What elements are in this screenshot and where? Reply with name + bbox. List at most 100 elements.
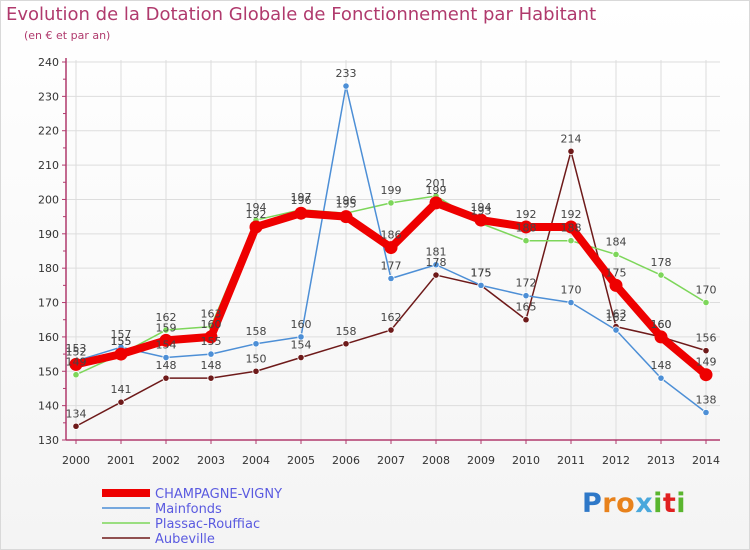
y-tick-label: 180 xyxy=(38,262,59,275)
data-point xyxy=(657,374,665,382)
data-point xyxy=(702,298,710,307)
data-label: 195 xyxy=(336,198,357,211)
data-label: 163 xyxy=(201,308,222,321)
data-label: 154 xyxy=(291,339,312,352)
logo-letter: x xyxy=(635,488,654,519)
data-point xyxy=(567,298,575,307)
data-label: 141 xyxy=(111,383,132,396)
y-tick-label: 190 xyxy=(38,228,59,241)
x-tick-label: 2013 xyxy=(647,454,675,467)
data-label: 175 xyxy=(471,266,492,279)
x-tick-label: 2001 xyxy=(107,454,135,467)
data-label: 175 xyxy=(471,266,492,279)
x-tick-label: 2006 xyxy=(332,454,360,467)
data-point xyxy=(702,408,710,417)
data-label: 153 xyxy=(66,342,87,355)
data-point xyxy=(249,220,263,234)
data-point xyxy=(207,350,215,358)
data-label: 193 xyxy=(471,205,492,218)
data-label: 162 xyxy=(156,311,177,324)
data-point xyxy=(702,347,710,355)
logo-letter: i xyxy=(676,488,687,519)
data-label: 186 xyxy=(381,229,402,242)
data-label: 155 xyxy=(201,335,222,348)
data-label: 170 xyxy=(561,284,582,297)
x-tick-label: 2003 xyxy=(197,454,225,467)
data-label: 138 xyxy=(696,394,717,407)
data-label: 157 xyxy=(111,328,132,341)
y-tick-label: 220 xyxy=(38,125,59,138)
data-point xyxy=(159,333,173,347)
data-label: 196 xyxy=(336,194,357,207)
data-point xyxy=(387,326,395,334)
y-tick-label: 130 xyxy=(38,434,59,447)
data-label: 172 xyxy=(516,277,537,290)
data-point xyxy=(342,340,350,348)
data-point xyxy=(294,206,308,220)
data-point xyxy=(429,196,443,210)
data-label: 156 xyxy=(696,332,717,345)
y-tick-label: 210 xyxy=(38,159,59,172)
data-point xyxy=(432,261,440,269)
series-plassac-rouffiac xyxy=(72,192,710,379)
data-label: 160 xyxy=(651,318,672,331)
series-champagne-vigny xyxy=(69,196,713,382)
chart-title: Evolution de la Dotation Globale de Fonc… xyxy=(6,4,597,25)
logo-letter: P xyxy=(582,488,603,519)
data-point xyxy=(297,333,305,341)
y-tick-label: 160 xyxy=(38,331,59,344)
data-label: 162 xyxy=(381,311,402,324)
data-point xyxy=(432,271,440,279)
y-tick-label: 200 xyxy=(38,193,59,206)
data-label: 188 xyxy=(516,222,537,235)
data-label: 165 xyxy=(516,301,537,314)
data-label: 148 xyxy=(651,359,672,372)
data-point xyxy=(117,398,125,406)
data-label: 192 xyxy=(516,208,537,221)
series-mainfonds xyxy=(72,82,710,417)
data-point xyxy=(522,316,530,324)
data-label: 188 xyxy=(561,222,582,235)
data-label: 159 xyxy=(156,321,177,334)
logo-letter: o xyxy=(616,488,636,519)
data-label: 160 xyxy=(651,318,672,331)
x-tick-label: 2002 xyxy=(152,454,180,467)
data-label: 181 xyxy=(426,246,447,259)
y-tick-label: 240 xyxy=(38,56,59,69)
logo-letter: t xyxy=(662,488,677,519)
data-label: 175 xyxy=(606,266,627,279)
x-tick-label: 2007 xyxy=(377,454,405,467)
legend: CHAMPAGNE-VIGNYMainfondsPlassac-Rouffiac… xyxy=(102,487,282,547)
data-point xyxy=(474,213,488,227)
data-point xyxy=(72,371,80,379)
data-label: 214 xyxy=(561,132,582,145)
data-point xyxy=(387,274,395,283)
data-point xyxy=(342,82,350,90)
data-label: 149 xyxy=(66,356,87,369)
legend-label: Mainfonds xyxy=(155,502,222,517)
data-label: 155 xyxy=(111,335,132,348)
data-label: 197 xyxy=(291,191,312,204)
proxiti-logo: Proxiti xyxy=(582,488,686,519)
legend-label: CHAMPAGNE-VIGNY xyxy=(155,487,282,502)
data-point xyxy=(339,210,353,224)
y-tick-label: 230 xyxy=(38,90,59,103)
data-point xyxy=(522,237,530,245)
x-tick-label: 2012 xyxy=(602,454,630,467)
data-label: 192 xyxy=(561,208,582,221)
data-label: 148 xyxy=(156,359,177,372)
data-point xyxy=(69,357,83,371)
x-tick-label: 2008 xyxy=(422,454,450,467)
data-point xyxy=(522,292,530,300)
x-tick-label: 2010 xyxy=(512,454,540,467)
data-point xyxy=(477,281,485,289)
data-label: 178 xyxy=(426,256,447,269)
data-point xyxy=(297,353,305,362)
data-point xyxy=(567,237,575,245)
data-point xyxy=(252,367,260,375)
data-label: 163 xyxy=(606,308,627,321)
data-label: 148 xyxy=(201,359,222,372)
data-label: 199 xyxy=(426,184,447,197)
data-label: 192 xyxy=(246,208,267,221)
data-point xyxy=(654,330,668,344)
